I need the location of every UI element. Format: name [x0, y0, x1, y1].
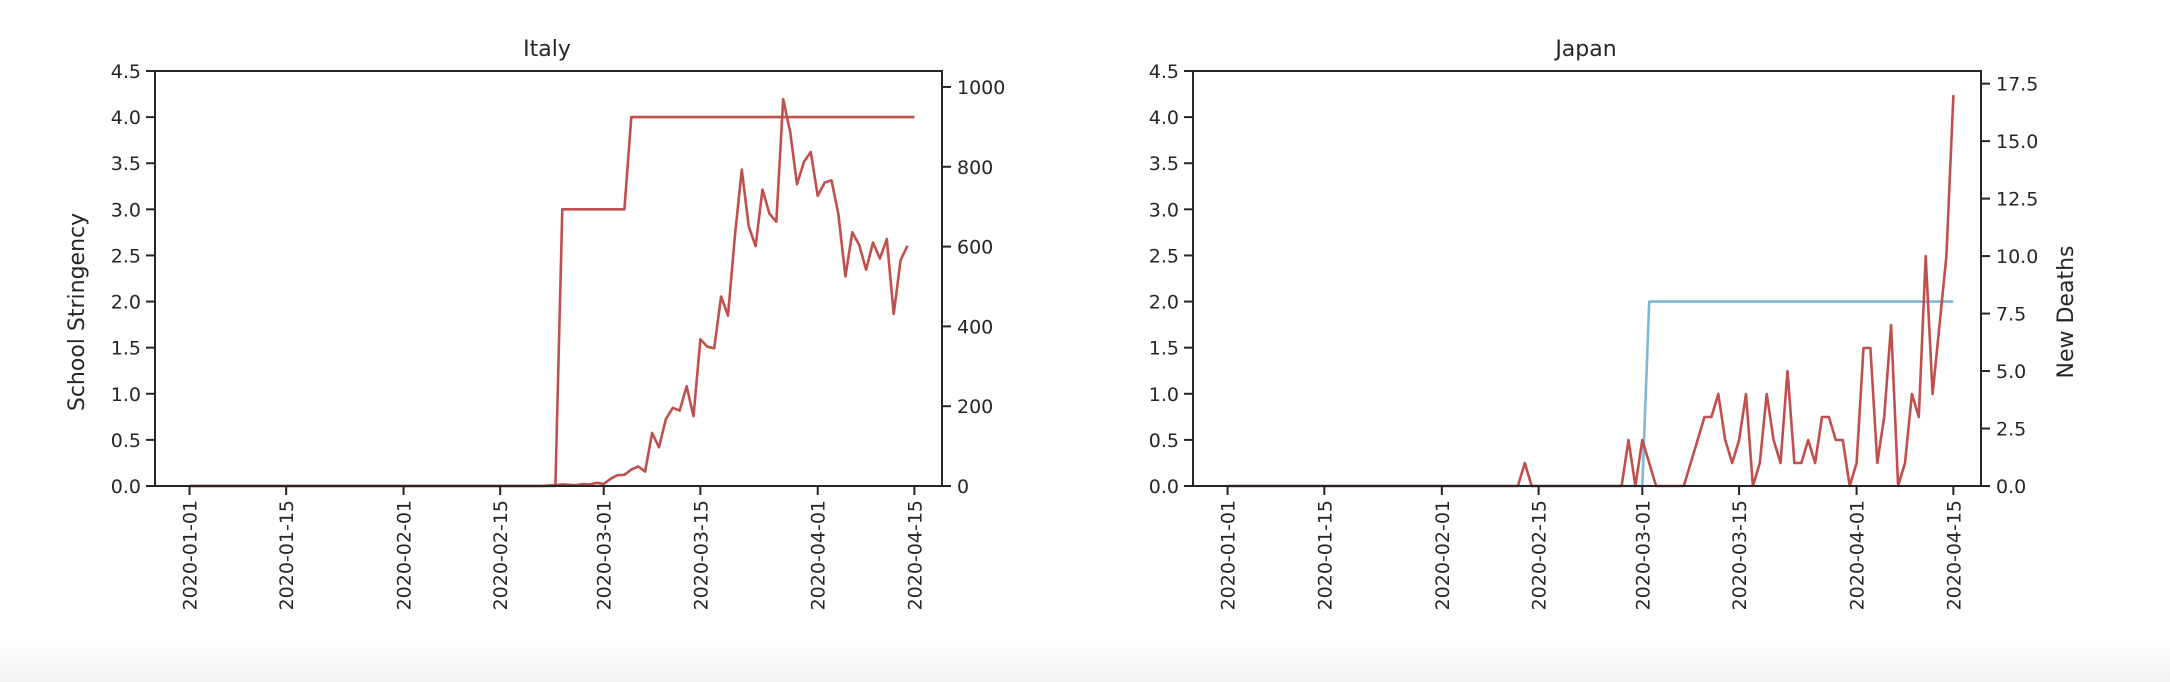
- right-y-tick-label-italy: 400: [957, 316, 993, 338]
- x-tick-label-italy: 2020-02-15: [490, 500, 512, 610]
- left-y-tick-label-italy: 4.5: [111, 61, 141, 83]
- chart-title-japan: Japan: [1553, 37, 1616, 62]
- right-y-tick-label-italy: 1000: [957, 77, 1005, 99]
- right-y-tick-label-japan: 17.5: [1996, 74, 2038, 96]
- left-y-tick-label-italy: 1.0: [111, 384, 141, 406]
- plot-frame-japan: [1192, 70, 1982, 487]
- x-tick-label-italy: 2020-01-01: [180, 500, 202, 610]
- x-tick-label-italy: 2020-04-01: [808, 500, 830, 610]
- x-tick-label-japan: 2020-01-15: [1314, 500, 1336, 610]
- left-y-tick-label-japan: 0.0: [1149, 476, 1179, 498]
- x-tick-label-japan: 2020-03-01: [1632, 500, 1654, 610]
- left-y-tick-label-japan: 1.5: [1149, 338, 1179, 360]
- left-y-tick-label-japan: 2.5: [1149, 245, 1179, 267]
- series-line-italy-deaths: [189, 98, 909, 488]
- x-tick-label-italy: 2020-03-15: [690, 500, 712, 610]
- left-y-tick-label-japan: 3.5: [1149, 153, 1179, 175]
- left-axis-title-italy: School Stringency: [65, 213, 90, 411]
- left-y-tick-label-japan: 2.0: [1149, 292, 1179, 314]
- x-tick-label-japan: 2020-04-15: [1943, 500, 1965, 610]
- plot-area-japan: 0.0 0.5 1.0 1.5 2.0 2.5 3.0 3.5 4.0 4.5 0.0 2.5 5.0 7…: [1149, 61, 2039, 610]
- right-y-tick-label-japan: 7.5: [1996, 304, 2026, 326]
- left-y-tick-label-japan: 4.0: [1149, 107, 1179, 129]
- right-y-tick-label-japan: 12.5: [1996, 189, 2038, 211]
- left-y-tick-label-italy: 4.0: [111, 107, 141, 129]
- right-axis-title-japan: New Deaths: [2054, 246, 2079, 379]
- left-y-tick-label-italy: 2.0: [111, 292, 141, 314]
- x-tick-label-japan: 2020-02-01: [1432, 500, 1454, 610]
- left-y-tick-label-italy: 3.5: [111, 153, 141, 175]
- left-y-tick-label-japan: 3.0: [1149, 199, 1179, 221]
- right-y-tick-label-japan: 5.0: [1996, 361, 2026, 383]
- left-y-tick-label-japan: 1.0: [1149, 384, 1179, 406]
- x-tick-label-japan: 2020-01-01: [1218, 500, 1240, 610]
- right-y-tick-label-japan: 0.0: [1996, 476, 2026, 498]
- right-y-tick-label-italy: 0: [957, 476, 969, 498]
- left-y-tick-label-italy: 0.5: [111, 430, 141, 452]
- left-y-tick-label-italy: 1.5: [111, 338, 141, 360]
- x-tick-label-italy: 2020-04-15: [904, 500, 926, 610]
- figure: Italy School Stringency 0.0 0.5 1.0 1.5 2.0 2…: [65, 37, 2079, 610]
- series-line-japan-deaths: [1227, 95, 1955, 488]
- right-y-tick-label-japan: 2.5: [1996, 419, 2026, 441]
- bottom-fade: [0, 640, 2170, 682]
- chart-panel-italy: Italy School Stringency 0.0 0.5 1.0 1.5 2.0 2…: [65, 37, 1005, 610]
- series-line-italy-stringency: [189, 115, 915, 488]
- left-y-tick-label-italy: 3.0: [111, 199, 141, 221]
- left-y-tick-label-italy: 2.5: [111, 245, 141, 267]
- chart-title-italy: Italy: [523, 37, 571, 62]
- x-tick-label-italy: 2020-02-01: [394, 500, 416, 610]
- left-y-tick-label-japan: 4.5: [1149, 61, 1179, 83]
- plot-area-italy: 0.0 0.5 1.0 1.5 2.0 2.5 3.0 3.5 4.0 4.5 0 200 400 600…: [111, 61, 1006, 610]
- plot-frame-italy: [154, 70, 943, 487]
- chart-panel-japan: Japan New Deaths 0.0 0.5 1.0 1.5 2.0 2.5 3.0 3.…: [1149, 37, 2079, 610]
- x-tick-label-japan: 2020-03-15: [1729, 500, 1751, 610]
- left-y-tick-label-italy: 0.0: [111, 476, 141, 498]
- right-y-tick-label-japan: 15.0: [1996, 131, 2038, 153]
- right-y-tick-label-japan: 10.0: [1996, 246, 2038, 268]
- x-tick-label-italy: 2020-01-15: [276, 500, 298, 610]
- right-y-tick-label-italy: 800: [957, 157, 993, 179]
- right-y-tick-label-italy: 200: [957, 396, 993, 418]
- x-tick-label-japan: 2020-04-01: [1847, 500, 1869, 610]
- left-y-tick-label-japan: 0.5: [1149, 430, 1179, 452]
- x-tick-label-japan: 2020-02-15: [1529, 500, 1551, 610]
- right-y-tick-label-italy: 600: [957, 237, 993, 259]
- x-tick-label-italy: 2020-03-01: [594, 500, 616, 610]
